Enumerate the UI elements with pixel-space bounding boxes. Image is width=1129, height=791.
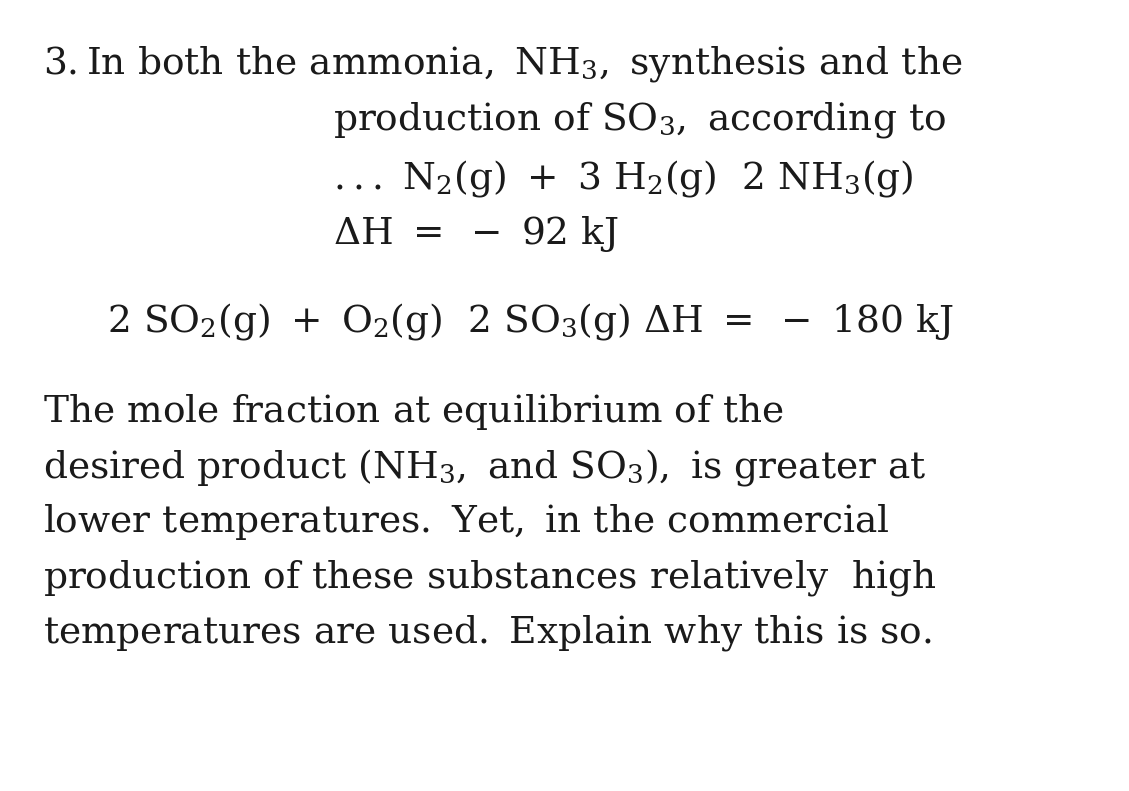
Text: $\mathregular{production\ of\ SO_3,\ according\ to}$: $\mathregular{production\ of\ SO_3,\ acc…: [333, 100, 946, 141]
Text: $\mathregular{3. In\ both\ the\ ammonia,\ NH_3,\ synthesis\ and\ the}$: $\mathregular{3. In\ both\ the\ ammonia,…: [43, 44, 962, 84]
Text: $\mathregular{\Delta H\ =\ -\ 92\ kJ}$: $\mathregular{\Delta H\ =\ -\ 92\ kJ}$: [333, 214, 619, 254]
Text: $\mathregular{desired\ product\ (NH_3,\ and\ SO_3),\ is\ greater\ at}$: $\mathregular{desired\ product\ (NH_3,\ …: [43, 447, 927, 488]
Text: $\mathregular{The\ mole\ fraction\ at\ equilibrium\ of\ the}$: $\mathregular{The\ mole\ fraction\ at\ e…: [43, 392, 784, 432]
Text: $\mathregular{...\ N_2(g)\ +\ 3\ H_2(g)\ \ 2\ NH_3(g)}$: $\mathregular{...\ N_2(g)\ +\ 3\ H_2(g)\…: [333, 158, 913, 199]
Text: $\mathregular{temperatures\ are\ used.\ Explain\ why\ this\ is\ so.}$: $\mathregular{temperatures\ are\ used.\ …: [43, 613, 931, 653]
Text: $\mathregular{production\ of\ these\ substances\ relatively\ \ high}$: $\mathregular{production\ of\ these\ sub…: [43, 558, 937, 598]
Text: $\mathregular{2\ SO_2(g)\ +\ O_2(g)\ \ 2\ SO_3(g)\ \Delta H\ =\ -\ 180\ kJ}$: $\mathregular{2\ SO_2(g)\ +\ O_2(g)\ \ 2…: [107, 301, 954, 342]
Text: $\mathregular{lower\ temperatures.\ Yet,\ in\ the\ commercial}$: $\mathregular{lower\ temperatures.\ Yet,…: [43, 502, 890, 543]
